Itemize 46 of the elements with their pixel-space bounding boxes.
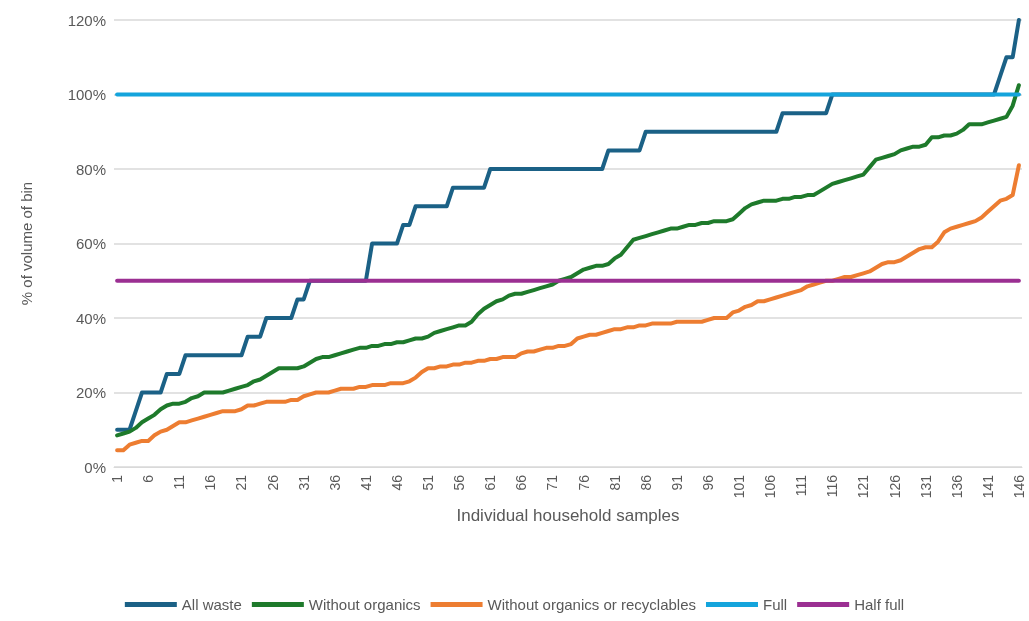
x-tick-label: 31 [295,474,312,491]
y-axis-title: % of volume of bin [18,181,35,306]
x-tick-label: 111 [793,474,810,497]
legend-label: Without organics or recyclables [487,596,696,613]
x-tick-label: 76 [575,474,592,491]
x-tick-label: 46 [388,474,405,491]
y-tick-label: 40% [75,309,106,327]
x-tick-label: 21 [233,474,250,491]
x-tick-label: 66 [513,474,530,491]
x-tick-label: 96 [699,474,716,491]
x-tick-label: 11 [171,474,188,490]
x-tick-label: 61 [482,474,499,491]
x-tick-label: 71 [544,474,561,491]
legend-label: Half full [854,596,905,613]
x-tick-label: 81 [606,474,623,491]
y-tick-label: 60% [75,235,106,252]
x-tick-label: 141 [979,474,996,499]
y-tick-label: 120% [67,11,106,29]
x-tick-label: 121 [855,474,872,499]
x-axis-title: Individual household samples [456,506,680,525]
x-tick-label: 16 [202,474,219,491]
y-tick-label: 20% [75,384,106,401]
y-tick-label: 100% [67,86,106,103]
x-tick-label: 131 [917,474,934,499]
y-tick-label: 0% [84,458,106,476]
x-tick-label: 51 [420,474,437,491]
x-tick-label: 36 [326,474,343,491]
legend-label: All waste [181,596,242,613]
legend-label: Full [762,596,788,613]
line-series [115,163,1021,453]
x-tick-label: 136 [948,474,965,499]
x-tick-label: 116 [824,474,841,498]
line-series [115,83,1021,438]
x-tick-label: 41 [357,474,374,491]
y-tick-label: 80% [75,160,106,178]
x-tick-label: 1 [109,474,126,483]
x-tick-label: 86 [637,474,654,491]
legend-label: Without organics [308,596,421,613]
x-tick-label: 6 [140,474,157,483]
x-tick-label: 126 [886,474,903,499]
x-tick-label: 91 [668,474,685,491]
x-tick-label: 101 [731,474,748,499]
x-tick-label: 26 [264,474,281,491]
x-tick-label: 106 [762,474,779,499]
x-tick-label: 56 [451,474,468,491]
x-tick-label: 146 [1010,474,1027,499]
